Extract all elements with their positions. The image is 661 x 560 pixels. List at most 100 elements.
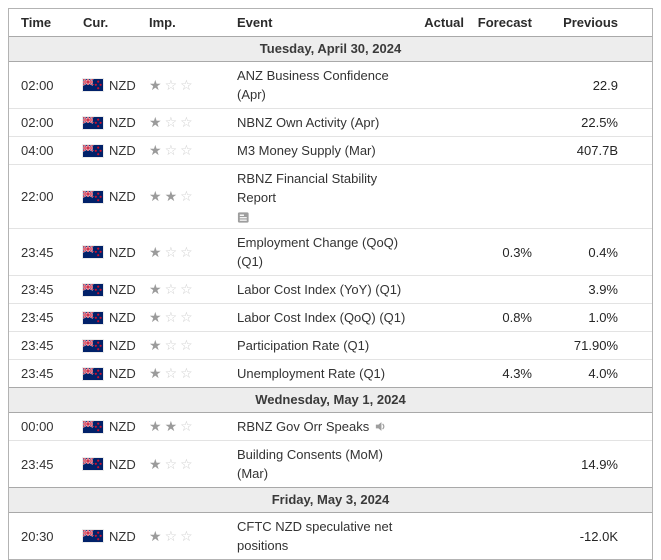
currency-label: NZD	[109, 456, 136, 472]
star-filled-icon: ★	[164, 188, 181, 205]
column-header-actual: Actual	[424, 15, 464, 30]
star-filled-icon: ★	[149, 418, 165, 435]
previous-value: 71.90%	[573, 338, 618, 354]
actual-value	[424, 532, 464, 540]
calendar-header-row: Time Cur. Imp. Event Actual Forecast Pre…	[9, 9, 652, 36]
event-row[interactable]: 23:45 NZD ★☆☆ Labor Cost Index (YoY) (Q1…	[9, 275, 652, 304]
star-filled-icon: ★	[149, 114, 165, 130]
event-name[interactable]: M3 Money Supply (Mar)	[237, 143, 376, 158]
event-row[interactable]: 20:30 NZD ★☆☆ CFTC NZD speculative net p…	[9, 513, 652, 560]
currency-label: NZD	[109, 77, 136, 93]
event-name[interactable]: Participation Rate (Q1)	[237, 338, 370, 354]
event-name[interactable]: Labor Cost Index (YoY) (Q1)	[237, 282, 402, 298]
forecast-value: 0.8%	[502, 310, 532, 326]
currency-label: NZD	[109, 338, 136, 354]
importance-stars: ★☆☆	[137, 276, 225, 303]
previous-value: 0.4%	[588, 244, 618, 260]
currency-cell: NZD	[71, 239, 137, 266]
currency-cell: NZD	[71, 276, 137, 303]
currency-label: NZD	[109, 419, 136, 435]
event-time: 22:00	[21, 189, 54, 205]
forecast-value	[464, 423, 532, 431]
event-name[interactable]: CFTC NZD speculative net positions	[237, 519, 393, 554]
star-outline-icon: ☆	[180, 365, 196, 382]
column-header-event: Event	[237, 15, 273, 30]
actual-value	[424, 248, 464, 256]
event-row[interactable]: 23:45 NZD ★☆☆ Employment Change (QoQ) (Q…	[9, 228, 652, 276]
event-time: 23:45	[21, 366, 54, 382]
star-filled-icon: ★	[149, 527, 165, 544]
event-name[interactable]: RBNZ Gov Orr Speaks	[225, 413, 424, 440]
event-time: 23:45	[21, 456, 54, 472]
star-outline-icon: ☆	[164, 527, 181, 544]
star-filled-icon: ★	[164, 418, 181, 435]
date-separator-row: Tuesday, April 30, 2024	[9, 36, 652, 62]
new-zealand-flag-icon	[83, 530, 103, 542]
event-name[interactable]: Unemployment Rate (Q1)	[237, 366, 386, 382]
event-row[interactable]: 23:45 NZD ★☆☆ Building Consents (MoM) (M…	[9, 440, 652, 488]
actual-value	[424, 314, 464, 322]
report-icon	[237, 211, 250, 224]
star-outline-icon: ☆	[180, 76, 196, 93]
event-row[interactable]: 23:45 NZD ★☆☆ Unemployment Rate (Q1) 4.3…	[9, 359, 652, 388]
actual-value	[424, 193, 464, 201]
importance-stars: ★☆☆	[137, 523, 225, 550]
star-outline-icon: ☆	[180, 114, 196, 130]
event-time: 23:45	[21, 338, 54, 354]
actual-value	[424, 81, 464, 89]
event-time: 23:45	[21, 282, 54, 298]
importance-stars: ★☆☆	[137, 72, 225, 99]
event-row[interactable]: 23:45 NZD ★☆☆ Participation Rate (Q1) 71…	[9, 331, 652, 360]
event-row[interactable]: 22:00 NZD ★★☆ RBNZ Financial Stability R…	[9, 164, 652, 229]
event-name[interactable]: Building Consents (MoM) (Mar)	[237, 447, 383, 482]
actual-value	[424, 423, 464, 431]
forecast-value: 0.3%	[502, 244, 532, 260]
event-row[interactable]: 02:00 NZD ★☆☆ NBNZ Own Activity (Apr) 22…	[9, 108, 652, 136]
importance-stars: ★☆☆	[137, 360, 225, 387]
event-row[interactable]: 00:00 NZD ★★☆ RBNZ Gov Orr Speaks	[9, 413, 652, 441]
star-outline-icon: ☆	[180, 337, 196, 354]
event-row[interactable]: 04:00 NZD ★☆☆ M3 Money Supply (Mar) 407.…	[9, 136, 652, 164]
importance-stars: ★☆☆	[137, 332, 225, 359]
previous-value: 22.5%	[581, 115, 618, 130]
currency-cell: NZD	[71, 360, 137, 387]
star-filled-icon: ★	[149, 455, 165, 472]
new-zealand-flag-icon	[83, 117, 103, 129]
new-zealand-flag-icon	[83, 312, 103, 324]
currency-cell: NZD	[71, 413, 137, 440]
currency-label: NZD	[109, 282, 136, 298]
forecast-value	[464, 342, 532, 350]
new-zealand-flag-icon	[83, 191, 103, 203]
importance-stars: ★☆☆	[137, 304, 225, 331]
new-zealand-flag-icon	[83, 421, 103, 433]
event-name[interactable]: Employment Change (QoQ) (Q1)	[237, 235, 399, 270]
event-name[interactable]: Labor Cost Index (QoQ) (Q1)	[237, 310, 406, 326]
star-outline-icon: ☆	[164, 114, 181, 130]
forecast-value: 4.3%	[502, 366, 532, 382]
star-outline-icon: ☆	[180, 142, 196, 158]
previous-value	[532, 193, 652, 201]
forecast-value	[464, 532, 532, 540]
event-row[interactable]: 23:45 NZD ★☆☆ Labor Cost Index (QoQ) (Q1…	[9, 303, 652, 332]
currency-cell: NZD	[71, 304, 137, 331]
event-row[interactable]: 02:00 NZD ★☆☆ ANZ Business Confidence (A…	[9, 62, 652, 108]
new-zealand-flag-icon	[83, 458, 103, 470]
actual-value	[424, 370, 464, 378]
event-name[interactable]: NBNZ Own Activity (Apr)	[237, 115, 380, 130]
previous-value: 4.0%	[588, 366, 618, 382]
importance-stars: ★★☆	[137, 413, 225, 440]
currency-label: NZD	[109, 115, 136, 130]
currency-label: NZD	[109, 310, 136, 326]
forecast-value	[464, 119, 532, 127]
currency-label: NZD	[109, 528, 136, 544]
star-outline-icon: ☆	[180, 243, 196, 260]
currency-cell: NZD	[71, 137, 137, 164]
event-time: 00:00	[21, 419, 54, 435]
date-label: Tuesday, April 30, 2024	[259, 41, 402, 56]
importance-stars: ★☆☆	[137, 109, 225, 136]
star-outline-icon: ☆	[180, 309, 196, 326]
event-name[interactable]: RBNZ Financial Stability Report	[225, 165, 424, 228]
previous-value: 22.9	[592, 77, 618, 93]
currency-cell: NZD	[71, 72, 137, 99]
event-name[interactable]: ANZ Business Confidence (Apr)	[237, 68, 389, 102]
